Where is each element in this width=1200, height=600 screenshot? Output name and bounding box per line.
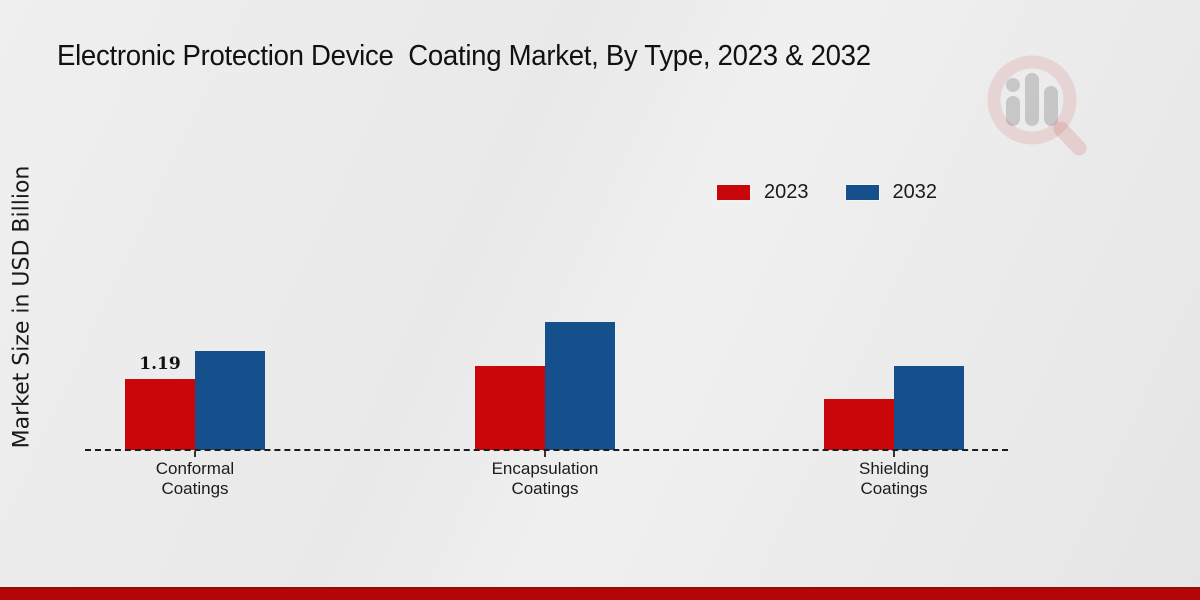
x-axis-tick xyxy=(544,451,546,457)
bar-2032-2 xyxy=(894,366,964,450)
x-axis-line xyxy=(85,449,1008,451)
footer-bar xyxy=(0,587,1200,600)
legend: 2023 2032 xyxy=(716,181,959,204)
x-axis-tick xyxy=(194,451,196,457)
category-label-0: Conformal Coatings xyxy=(155,459,235,499)
bar-value-label: 1.19 xyxy=(139,354,181,374)
legend-swatch-2032 xyxy=(844,184,880,201)
legend-item-2032: 2032 xyxy=(844,181,938,204)
bar-2023-1 xyxy=(475,366,545,450)
bar-2032-0 xyxy=(195,351,265,450)
x-axis-tick xyxy=(893,451,895,457)
chart-title: Electronic Protection Device Coating Mar… xyxy=(57,40,871,72)
category-label-2: Shielding Coatings xyxy=(859,459,929,499)
legend-item-2023: 2023 xyxy=(716,181,809,204)
legend-swatch-2023 xyxy=(716,184,751,201)
legend-label-2023: 2023 xyxy=(764,181,809,203)
legend-label-2032: 2032 xyxy=(892,181,938,203)
category-label-1: Encapsulation Coatings xyxy=(491,459,599,499)
bar-2032-1 xyxy=(545,322,615,450)
bar-2023-2 xyxy=(824,399,894,450)
bar-2023-0 xyxy=(125,379,195,450)
magnifier-bar-chart-logo-icon xyxy=(987,55,1087,156)
